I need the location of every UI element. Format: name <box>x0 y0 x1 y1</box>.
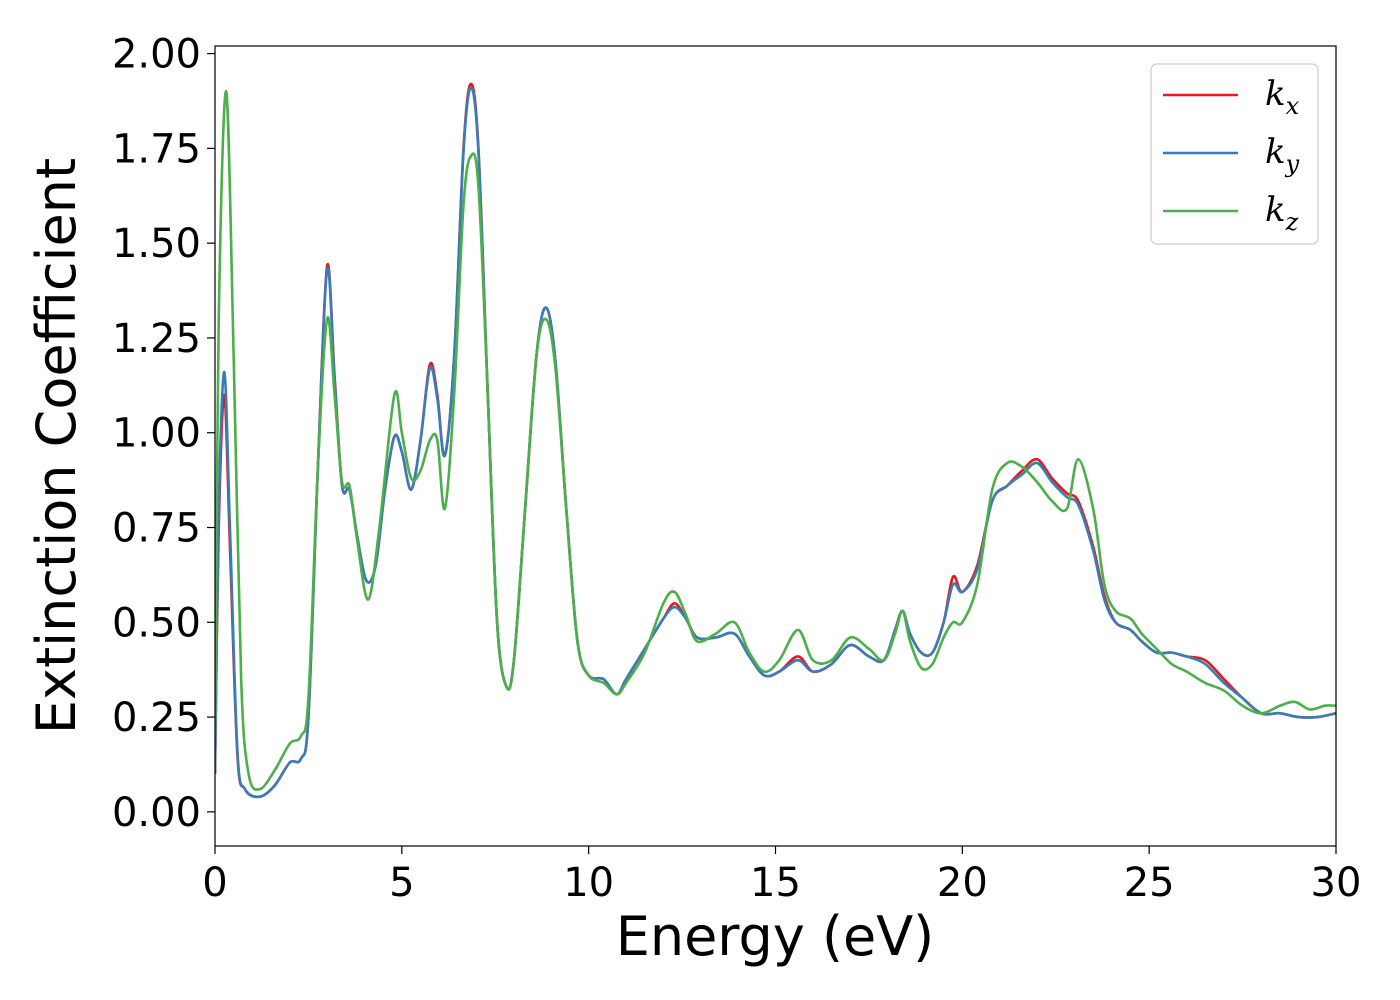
legend-label-subscript: y <box>1285 150 1300 178</box>
legend-label-subscript: z <box>1285 208 1299 236</box>
y-tick-label: 2.00 <box>112 32 201 78</box>
x-tick-label: 25 <box>1124 860 1175 906</box>
x-tick-label: 5 <box>389 860 414 906</box>
y-tick-label: 1.00 <box>112 411 201 457</box>
y-tick-label: 0.75 <box>112 506 201 552</box>
x-tick-label: 15 <box>750 860 801 906</box>
x-axis: 0 5 10 15 20 25 30 <box>202 846 1361 906</box>
y-tick-label: 0.50 <box>112 600 201 646</box>
x-tick-label: 30 <box>1311 860 1362 906</box>
y-axis-title: Extinction Coefficient <box>25 158 88 734</box>
y-axis: 0.00 0.25 0.50 0.75 1.00 1.25 1.50 1.75 2.00 <box>112 32 215 836</box>
legend-label-subscript: x <box>1286 92 1300 120</box>
y-tick-label: 0.25 <box>112 695 201 741</box>
x-tick-label: 20 <box>937 860 988 906</box>
series-layer <box>215 82 1336 799</box>
x-axis-title: Energy (eV) <box>616 905 935 968</box>
legend-label-z: kz <box>1265 190 1299 236</box>
x-tick-label: 0 <box>202 860 227 906</box>
series-line-z <box>215 90 1336 791</box>
legend-label-base: k <box>1265 132 1286 172</box>
y-tick-label: 1.75 <box>112 126 201 172</box>
legend-label-y: ky <box>1265 132 1300 178</box>
y-tick-label: 1.25 <box>112 316 201 362</box>
x-tick-label: 10 <box>563 860 614 906</box>
y-tick-label: 0.00 <box>112 790 201 836</box>
legend-label-base: k <box>1265 74 1286 114</box>
y-tick-label: 1.50 <box>112 221 201 267</box>
legend-label-base: k <box>1265 190 1286 230</box>
legend-label-x: kx <box>1265 74 1300 120</box>
